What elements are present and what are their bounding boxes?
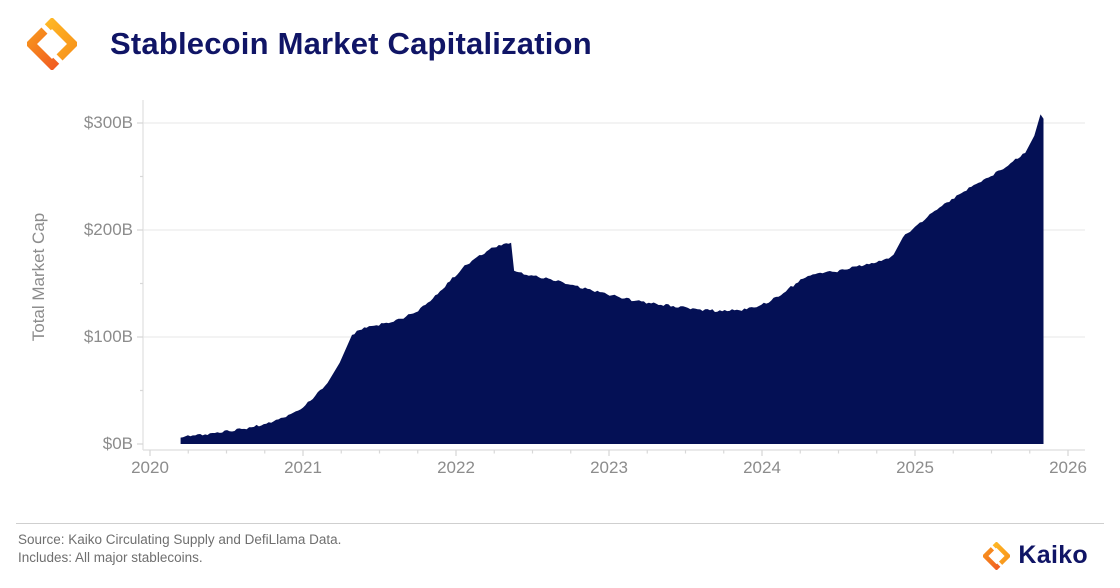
y-tick-label-200: $200B (83, 220, 133, 239)
page-title: Stablecoin Market Capitalization (110, 26, 592, 61)
y-tick-label-300: $300B (83, 113, 133, 132)
x-tick-label-2025: 2025 (896, 458, 934, 477)
x-tick-label-2022: 2022 (437, 458, 475, 477)
source-line-1: Source: Kaiko Circulating Supply and Def… (18, 532, 342, 547)
footer-divider (16, 523, 1104, 524)
header: Stablecoin Market Capitalization (27, 18, 592, 70)
source-line-2: Includes: All major stablecoins. (18, 550, 203, 565)
kaiko-wordmark: Kaiko (1018, 541, 1088, 569)
kaiko-logo-icon-small (983, 541, 1011, 570)
x-tick-label-2026: 2026 (1049, 458, 1087, 477)
footer-brand: Kaiko (983, 541, 1088, 570)
market-cap-area-series (180, 114, 1044, 445)
y-tick-label-0: $0B (102, 434, 133, 453)
x-tick-label-2020: 2020 (131, 458, 169, 477)
x-tick-label-2023: 2023 (590, 458, 628, 477)
y-axis-title: Total Market Cap (29, 212, 48, 342)
kaiko-logo-icon (27, 18, 77, 70)
x-tick-label-2021: 2021 (284, 458, 322, 477)
footer-source-text: Source: Kaiko Circulating Supply and Def… (18, 531, 341, 567)
y-tick-label-100: $100B (83, 327, 133, 346)
x-tick-label-2024: 2024 (743, 458, 781, 477)
